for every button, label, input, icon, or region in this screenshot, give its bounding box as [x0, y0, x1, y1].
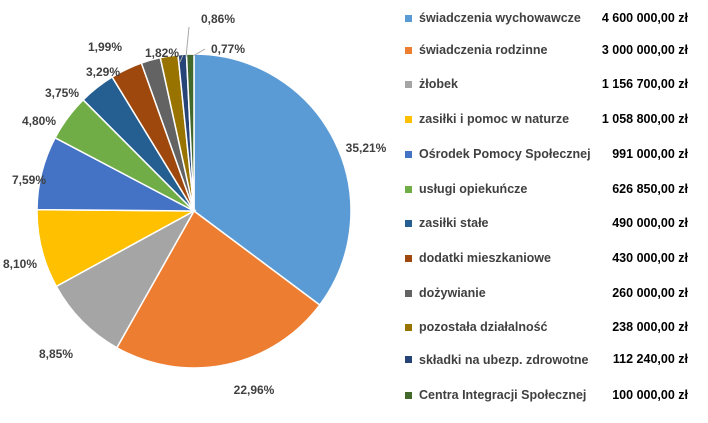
- legend-amount: 3 000 000,00 zł: [601, 43, 688, 57]
- percent-label: 0,86%: [201, 12, 235, 26]
- legend-entry: świadczenia rodzinne 3 000 000,00 zł: [400, 42, 700, 58]
- legend-label: pozostała działalność: [419, 320, 548, 334]
- percent-label: 7,59%: [12, 173, 46, 187]
- legend-swatch: [405, 356, 412, 363]
- legend-swatch: [405, 151, 412, 158]
- legend-swatch: [405, 116, 412, 123]
- percent-label: 1,99%: [88, 40, 122, 54]
- percent-label: 4,80%: [22, 114, 56, 128]
- legend-entry: zasiłki i pomoc w naturze 1 058 800,00 zł: [400, 111, 700, 127]
- percent-label: 3,29%: [86, 65, 120, 79]
- legend-amount: 490 000,00 zł: [612, 216, 688, 230]
- legend-label: Centra Integracji Społecznej: [419, 388, 587, 402]
- legend-entry: Ośrodek Pomocy Społecznej 991 000,00 zł: [400, 146, 700, 162]
- legend-swatch: [405, 255, 412, 262]
- legend-swatch: [405, 392, 412, 399]
- legend-label: świadczenia wychowawcze: [419, 11, 581, 25]
- legend-swatch: [405, 47, 412, 54]
- legend-label: żłobek: [419, 77, 458, 91]
- legend-entry: pozostała działalność 238 000,00 zł: [400, 319, 700, 335]
- legend-entry: dodatki mieszkaniowe 430 000,00 zł: [400, 250, 700, 266]
- legend-label: usługi opiekuńcze: [419, 182, 528, 196]
- legend-label: dodatki mieszkaniowe: [419, 251, 551, 265]
- legend-swatch: [405, 15, 412, 22]
- legend-amount: 1 156 700,00 zł: [601, 77, 688, 91]
- legend-entry: dożywianie 260 000,00 zł: [400, 285, 700, 301]
- percent-label: 0,77%: [211, 42, 245, 56]
- legend-entry: składki na ubezp. zdrowotne 112 240,00 zł: [400, 351, 700, 367]
- legend-amount: 1 058 800,00 zł: [601, 112, 688, 126]
- leader-line: [192, 48, 206, 57]
- legend-entry: żłobek 1 156 700,00 zł: [400, 76, 700, 92]
- legend-label: świadczenia rodzinne: [419, 43, 548, 57]
- legend-amount: 430 000,00 zł: [612, 251, 688, 265]
- percent-label: 22,96%: [234, 383, 275, 397]
- legend-entry: świadczenia wychowawcze 4 600 000,00 zł: [400, 10, 700, 26]
- legend-amount: 4 600 000,00 zł: [601, 11, 688, 25]
- legend-entry: usługi opiekuńcze 626 850,00 zł: [400, 181, 700, 197]
- pie-slice: [115, 209, 321, 369]
- pie-slice: [193, 53, 352, 307]
- legend-label: zasiłki stałe: [419, 216, 489, 230]
- legend-amount: 626 850,00 zł: [612, 182, 688, 196]
- legend-swatch: [405, 81, 412, 88]
- pie-slice: [55, 209, 196, 349]
- legend-label: zasiłki i pomoc w naturze: [419, 112, 570, 126]
- legend-amount: 112 240,00 zł: [612, 352, 688, 366]
- legend-amount: 100 000,00 zł: [612, 388, 688, 402]
- legend-swatch: [405, 324, 412, 331]
- legend-amount: 991 000,00 zł: [612, 147, 688, 161]
- legend-label: dożywianie: [419, 286, 486, 300]
- percent-label: 35,21%: [346, 141, 387, 155]
- legend: świadczenia wychowawcze 4 600 000,00 zł św…: [400, 0, 708, 418]
- legend-swatch: [405, 290, 412, 297]
- legend-label: składki na ubezp. zdrowotne: [419, 353, 589, 367]
- legend-entry: zasiłki stałe 490 000,00 zł: [400, 215, 700, 231]
- legend-swatch: [405, 220, 412, 227]
- percent-label: 8,10%: [3, 257, 37, 271]
- leader-line: [185, 26, 190, 58]
- legend-label: Ośrodek Pomocy Społecznej: [419, 147, 591, 161]
- legend-amount: 238 000,00 zł: [612, 320, 688, 334]
- legend-entry: Centra Integracji Społecznej 100 000,00 z…: [400, 387, 700, 403]
- legend-amount: 260 000,00 zł: [612, 286, 688, 300]
- percent-label: 1,82%: [145, 46, 179, 60]
- percent-label: 3,75%: [45, 86, 79, 100]
- leader-line: [179, 54, 184, 63]
- percent-label: 8,85%: [39, 347, 73, 361]
- pie-chart: 35,21% 22,96% 8,85% 8,10% 7,59% 4,80% 3,75% 3,2…: [3, 12, 387, 397]
- legend-swatch: [405, 186, 412, 193]
